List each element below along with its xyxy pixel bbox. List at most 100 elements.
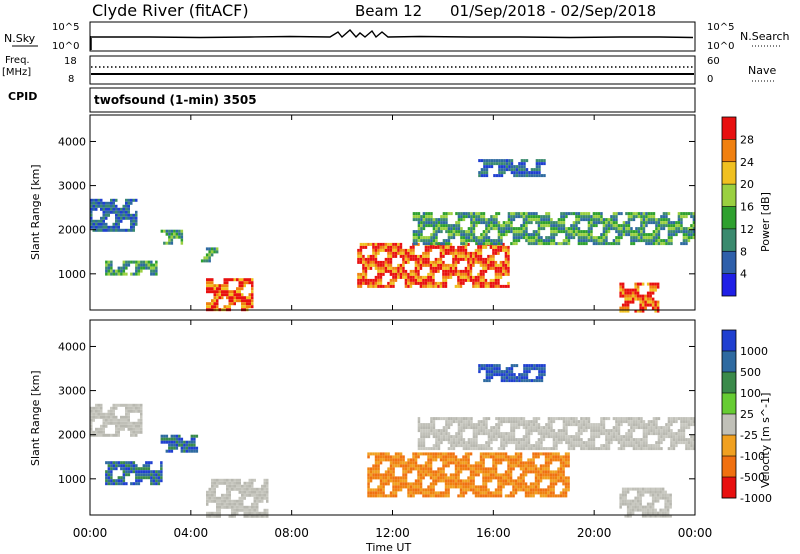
data-cell [537, 447, 541, 451]
data-cell [100, 198, 103, 202]
data-cell [140, 406, 143, 410]
data-cell [125, 473, 128, 477]
data-cell [439, 458, 443, 462]
data-cell [550, 447, 553, 451]
data-cell [442, 417, 446, 421]
data-cell [422, 212, 426, 216]
data-cell [552, 470, 555, 474]
data-cell [505, 168, 509, 172]
data-cell [127, 415, 130, 419]
data-cell [497, 245, 500, 249]
nsky-label: N.Sky [4, 32, 36, 45]
data-cell [367, 491, 370, 495]
data-cell [495, 218, 498, 222]
data-cell [636, 294, 640, 298]
data-cell [634, 285, 637, 289]
data-cell [487, 452, 490, 456]
data-cell [482, 479, 485, 483]
data-cell [444, 488, 448, 492]
data-cell [449, 479, 453, 483]
data-cell [617, 227, 621, 231]
data-cell [168, 229, 171, 233]
data-cell [642, 435, 646, 439]
data-cell [474, 248, 478, 252]
data-cell [206, 514, 209, 518]
data-cell [510, 379, 514, 383]
data-cell [655, 218, 658, 222]
data-cell [634, 282, 637, 286]
data-cell [642, 227, 646, 231]
data-cell [454, 473, 458, 477]
data-cell [417, 444, 421, 448]
data-cell [135, 427, 138, 431]
data-cell [535, 367, 539, 371]
data-cell [464, 257, 468, 261]
data-cell [617, 426, 621, 430]
data-cell [517, 447, 521, 451]
data-cell [637, 438, 641, 442]
data-cell [489, 452, 493, 456]
nsky-tick-top: 10^5 [52, 22, 79, 33]
data-cell [504, 251, 508, 255]
data-cell [502, 455, 505, 459]
data-cell [626, 511, 630, 515]
data-cell [374, 494, 378, 498]
data-cell [615, 420, 618, 424]
data-cell [213, 250, 216, 254]
data-cell [610, 227, 613, 231]
data-cell [122, 424, 125, 428]
data-cell [577, 420, 581, 424]
x-tick-label: 00:00 [678, 526, 713, 540]
data-cell [482, 423, 486, 427]
data-cell [472, 224, 476, 228]
data-cell [666, 499, 670, 503]
data-cell [387, 452, 390, 456]
data-cell [102, 418, 105, 422]
data-cell [487, 438, 491, 442]
data-cell [479, 455, 483, 459]
data-cell [379, 248, 383, 252]
data-cell [231, 478, 234, 482]
data-cell [442, 269, 445, 273]
nsearch-label: N.Search [740, 30, 790, 43]
data-cell [409, 248, 413, 252]
data-cell [377, 245, 380, 249]
data-cell [637, 215, 641, 219]
data-cell [417, 221, 421, 225]
data-cell [422, 227, 426, 231]
data-cell [535, 420, 538, 424]
data-cell [630, 215, 633, 219]
data-cell [120, 482, 123, 486]
data-cell [397, 272, 400, 276]
data-cell [621, 282, 625, 286]
data-cell [565, 242, 568, 246]
data-cell [533, 364, 536, 368]
data-cell [488, 370, 491, 374]
data-cell [488, 367, 491, 371]
data-cell [221, 493, 224, 497]
data-cell [667, 224, 671, 228]
data-cell [647, 221, 651, 225]
data-cell [357, 284, 360, 288]
data-cell [454, 266, 458, 270]
data-cell [634, 487, 637, 491]
data-cell [636, 490, 640, 494]
data-cell [115, 424, 118, 428]
data-cell [127, 424, 130, 428]
data-cell [570, 447, 573, 451]
data-cell [454, 464, 458, 468]
data-cell [650, 215, 653, 219]
data-cell [377, 494, 380, 498]
data-cell [457, 224, 461, 228]
data-cell [692, 212, 696, 216]
data-cell [552, 479, 555, 483]
data-cell [692, 218, 696, 222]
data-cell [610, 221, 613, 225]
data-cell [489, 281, 493, 285]
data-cell [419, 254, 423, 258]
data-cell [251, 478, 254, 482]
data-cell [645, 432, 648, 436]
data-cell [460, 429, 463, 433]
data-cell [427, 218, 431, 222]
